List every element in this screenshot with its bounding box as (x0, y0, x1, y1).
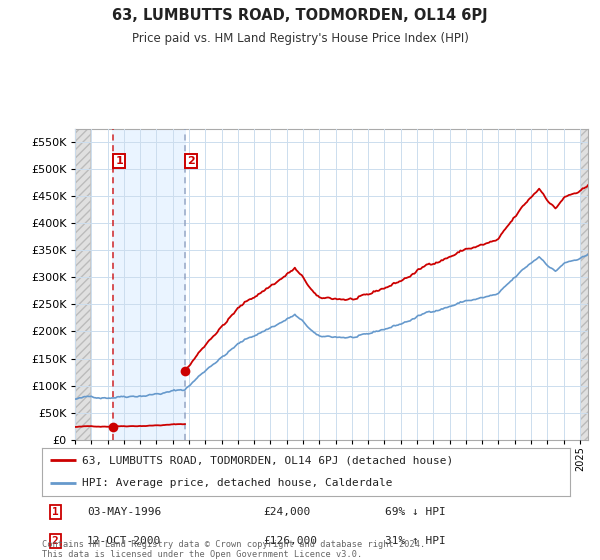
Text: 1: 1 (115, 156, 123, 166)
Text: Price paid vs. HM Land Registry's House Price Index (HPI): Price paid vs. HM Land Registry's House … (131, 32, 469, 45)
Text: 63, LUMBUTTS ROAD, TODMORDEN, OL14 6PJ: 63, LUMBUTTS ROAD, TODMORDEN, OL14 6PJ (112, 8, 488, 24)
Text: 2: 2 (187, 156, 195, 166)
Bar (112, 129, 186, 440)
Text: 03-MAY-1996: 03-MAY-1996 (87, 507, 161, 517)
Text: HPI: Average price, detached house, Calderdale: HPI: Average price, detached house, Cald… (82, 478, 392, 488)
Text: 63, LUMBUTTS ROAD, TODMORDEN, OL14 6PJ (detached house): 63, LUMBUTTS ROAD, TODMORDEN, OL14 6PJ (… (82, 455, 453, 465)
Bar (75, 129, 90, 440)
Text: 31% ↑ HPI: 31% ↑ HPI (385, 536, 446, 546)
Text: 1: 1 (52, 507, 59, 517)
Text: 2: 2 (52, 536, 59, 546)
Text: 12-OCT-2000: 12-OCT-2000 (87, 536, 161, 546)
Text: £126,000: £126,000 (264, 536, 318, 546)
Text: Contains HM Land Registry data © Crown copyright and database right 2024.
This d: Contains HM Land Registry data © Crown c… (42, 540, 425, 559)
Text: 69% ↓ HPI: 69% ↓ HPI (385, 507, 446, 517)
Text: £24,000: £24,000 (264, 507, 311, 517)
Bar (580, 129, 588, 440)
